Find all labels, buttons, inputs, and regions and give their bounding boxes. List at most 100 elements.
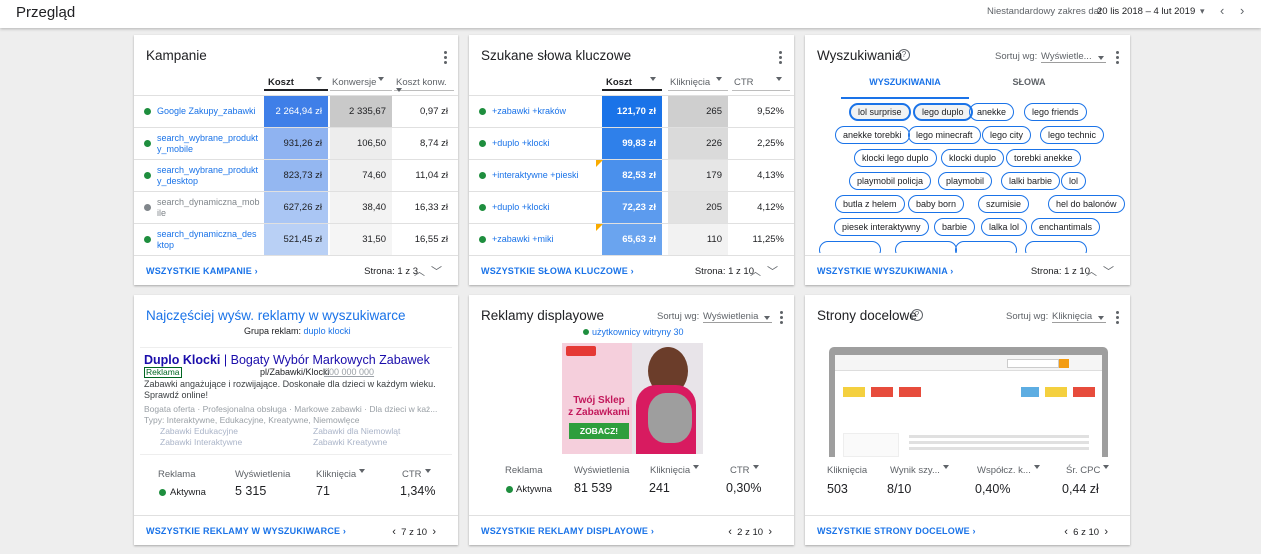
chevron-up-icon[interactable]: ︿ [1086, 266, 1103, 278]
search-term-chip[interactable]: lego city [982, 126, 1032, 144]
sitelink[interactable]: Zabawki dla Niemowląt [313, 426, 401, 436]
help-icon[interactable]: ? [911, 309, 923, 321]
more-vert-icon[interactable] [444, 51, 448, 66]
search-term-chip[interactable]: barbie [934, 218, 976, 236]
table-row[interactable]: +interaktywne +pieski 82,53 zł 179 4,13% [469, 159, 794, 191]
search-ads-title[interactable]: Najczęściej wyśw. reklamy w wyszukiwarce [146, 308, 406, 323]
more-vert-icon[interactable] [1116, 311, 1120, 326]
table-row[interactable]: +zabawki +miki 65,63 zł 110 11,25% [469, 223, 794, 255]
search-term-chip[interactable]: piesek interaktywny [834, 218, 929, 236]
chevron-right-icon[interactable]: › [1240, 3, 1245, 18]
col-header-conversions[interactable]: Konwersje [330, 77, 392, 91]
col-header-ctr[interactable]: CTR [732, 77, 790, 91]
metric-label-quality-score[interactable]: Wynik szy... [890, 465, 949, 476]
audience-label[interactable]: użytkownicy witryny 30 [592, 327, 684, 337]
search-term-chip[interactable] [1025, 241, 1087, 253]
chevron-left-icon[interactable]: ‹ [728, 526, 732, 538]
tab-words[interactable]: SŁOWA [1012, 77, 1046, 87]
search-term-chip[interactable]: klocki lego duplo [854, 149, 937, 167]
landing-page-thumbnail[interactable] [829, 347, 1108, 457]
more-vert-icon[interactable] [1116, 51, 1120, 66]
keyword-link[interactable]: +duplo +klocki [492, 202, 550, 212]
sitelink[interactable]: Zabawki Kreatywne [313, 437, 388, 447]
search-term-chip[interactable]: lalka lol [981, 218, 1028, 236]
search-term-chip[interactable]: enchantimals [1031, 218, 1101, 236]
search-term-chip[interactable]: lol [1061, 172, 1087, 190]
all-landing-pages-link[interactable]: WSZYSTKIE STRONY DOCELOWE › [817, 526, 976, 536]
more-vert-icon[interactable] [780, 311, 784, 326]
table-row[interactable]: search_wybrane_produkty_desktop 823,73 zł… [134, 159, 458, 191]
chevron-up-icon[interactable]: ︿ [750, 266, 767, 278]
metric-label-avg-cpc[interactable]: Śr. CPC [1066, 465, 1110, 476]
table-row[interactable]: search_dynamiczna_desktop 521,45 zł 31,50 1… [134, 223, 458, 255]
keyword-link[interactable]: +zabawki +kraków [492, 106, 567, 116]
col-header-clicks[interactable]: Kliknięcia [668, 77, 728, 91]
all-search-ads-link[interactable]: WSZYSTKIE REKLAMY W WYSZUKIWARCE › [146, 526, 347, 536]
keyword-link[interactable]: +interaktywne +pieski [492, 170, 579, 180]
chevron-down-icon[interactable]: ﹀ [431, 266, 448, 278]
all-display-ads-link[interactable]: WSZYSTKIE REKLAMY DISPLAYOWE › [481, 526, 655, 536]
display-banner[interactable]: Twój Sklep z Zabawkami ZOBACZ! [562, 343, 703, 454]
search-term-chip[interactable]: anekke torebki [835, 126, 910, 144]
search-term-chip[interactable]: playmobil [938, 172, 993, 190]
table-row[interactable]: +duplo +klocki 72,23 zł 205 4,12% [469, 191, 794, 223]
search-term-chip[interactable]: hel do balonów [1048, 195, 1125, 213]
table-row[interactable]: +duplo +klocki 99,83 zł 226 2,25% [469, 127, 794, 159]
pagination-nav[interactable]: ︿﹀ [1086, 263, 1120, 279]
col-header-cost[interactable]: Koszt [264, 77, 328, 91]
more-vert-icon[interactable] [779, 51, 783, 66]
keyword-link[interactable]: +duplo +klocki [492, 138, 550, 148]
date-dropdown-icon[interactable]: ▾ [1200, 6, 1205, 16]
search-term-chip[interactable]: lego technic [1040, 126, 1105, 144]
chevron-down-icon[interactable]: ﹀ [1103, 266, 1120, 278]
search-term-chip[interactable]: baby born [908, 195, 965, 213]
chevron-right-icon[interactable]: › [432, 526, 436, 538]
search-term-chip[interactable] [895, 241, 957, 253]
all-searches-link[interactable]: WSZYSTKIE WYSZUKIWANIA › [817, 266, 954, 276]
campaign-name-link[interactable]: search_wybrane_produkty_desktop [157, 164, 259, 186]
all-keywords-link[interactable]: WSZYSTKIE SŁOWA KLUCZOWE › [481, 266, 634, 276]
pagination-nav[interactable]: ︿﹀ [750, 263, 784, 279]
search-term-chip[interactable]: lego minecraft [908, 126, 981, 144]
table-row[interactable]: search_wybrane_produkty_mobile 931,26 zł 1… [134, 127, 458, 159]
sitelink[interactable]: Zabawki Interaktywne [160, 437, 243, 447]
table-row[interactable]: Google Zakupy_zabawki 2 264,94 zł 2 335,67… [134, 95, 458, 127]
tab-searches[interactable]: WYSZUKIWANIA [841, 77, 969, 99]
metric-label-ctr[interactable]: CTR [402, 469, 431, 480]
date-range-value[interactable]: 20 lis 2018 – 4 lut 2019 [1097, 6, 1196, 17]
chevron-left-icon[interactable]: ‹ [1064, 526, 1068, 538]
chevron-right-icon[interactable]: › [768, 526, 772, 538]
campaign-name-link[interactable]: search_dynamiczna_mobile [157, 196, 260, 218]
campaign-name-link[interactable]: Google Zakupy_zabawki [157, 106, 256, 116]
campaign-name-link[interactable]: search_wybrane_produkty_mobile [157, 132, 259, 154]
sort-dropdown[interactable]: Kliknięcia [1052, 311, 1107, 323]
metric-label-clicks[interactable]: Kliknięcia [650, 465, 700, 476]
sitelink[interactable]: Zabawki Edukacyjne [160, 426, 238, 436]
chevron-down-icon[interactable]: ﹀ [767, 266, 784, 278]
metric-label-conv-rate[interactable]: Współcz. k... [977, 465, 1040, 476]
col-header-cost[interactable]: Koszt [602, 77, 662, 91]
col-header-cost-per-conv[interactable]: Koszt konw. [394, 77, 454, 92]
chevron-left-icon[interactable]: ‹ [1220, 3, 1225, 18]
keyword-link[interactable]: +zabawki +miki [492, 234, 554, 244]
pagination-nav[interactable]: ︿﹀ [414, 263, 448, 279]
help-icon[interactable]: ? [898, 49, 910, 61]
search-term-chip[interactable]: szumisie [978, 195, 1030, 213]
search-term-chip[interactable]: lego duplo [913, 103, 973, 121]
search-term-chip[interactable]: lego friends [1024, 103, 1087, 121]
search-term-chip[interactable] [819, 241, 881, 253]
search-term-chip[interactable]: lalki barbie [1001, 172, 1061, 190]
search-term-chip[interactable]: butla z helem [835, 195, 905, 213]
table-row[interactable]: +zabawki +kraków 121,70 zł 265 9,52% [469, 95, 794, 127]
search-term-chip[interactable]: klocki duplo [941, 149, 1005, 167]
campaign-name-link[interactable]: search_dynamiczna_desktop [157, 228, 257, 250]
metric-label-clicks[interactable]: Kliknięcia [316, 469, 366, 480]
metric-label-ctr[interactable]: CTR [730, 465, 759, 476]
search-term-chip[interactable] [955, 241, 1017, 253]
search-term-chip[interactable]: anekke [969, 103, 1015, 121]
sort-dropdown[interactable]: Wyświetle... [1041, 51, 1106, 63]
search-term-chip[interactable]: playmobil policja [849, 172, 932, 190]
ad-group-link[interactable]: duplo klocki [303, 326, 351, 336]
all-campaigns-link[interactable]: WSZYSTKIE KAMPANIE › [146, 266, 258, 276]
table-row[interactable]: search_dynamiczna_mobile 627,26 zł 38,40 16… [134, 191, 458, 223]
